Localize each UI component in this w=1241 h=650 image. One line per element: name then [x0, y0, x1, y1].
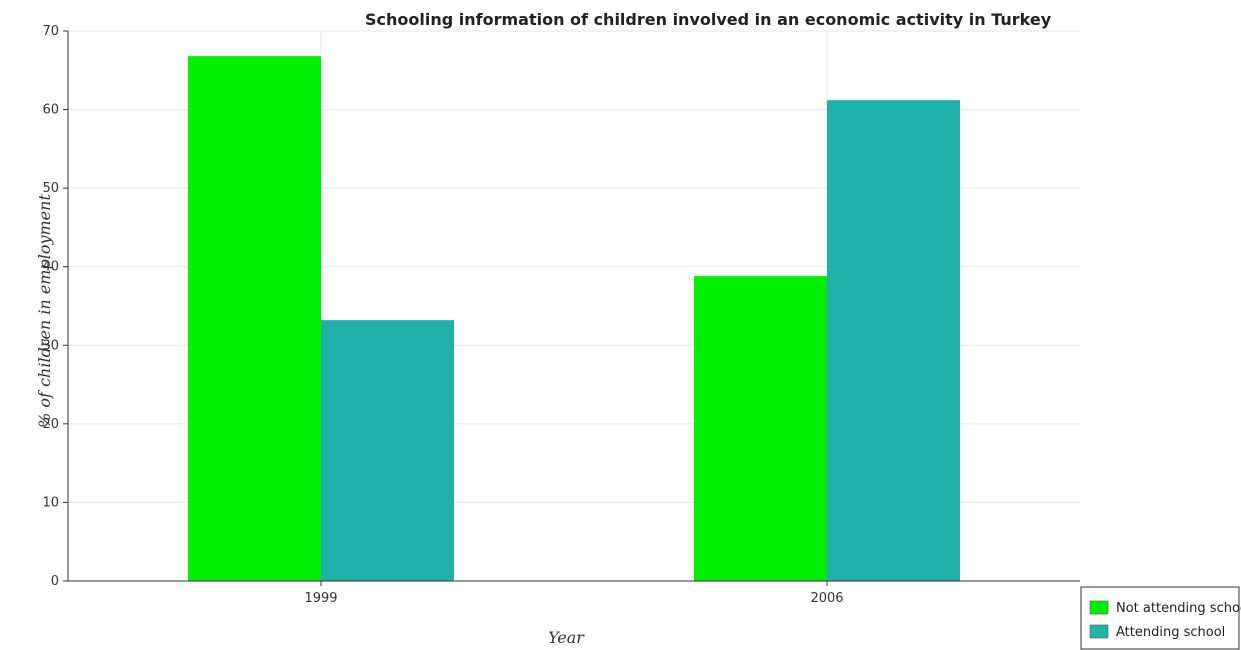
bars [188, 56, 960, 582]
legend-swatch [1089, 624, 1109, 639]
legend-label: Not attending school [1116, 601, 1241, 616]
axes [67, 31, 1080, 582]
x-tick-label: 2006 [810, 591, 843, 606]
y-tick-label: 60 [42, 103, 59, 118]
y-tick-label: 20 [42, 417, 59, 432]
y-tick-label: 10 [42, 495, 59, 510]
bar-not-attending-2006 [694, 276, 827, 581]
y-tick-label: 0 [51, 574, 59, 589]
bar-attending-2006 [827, 100, 960, 582]
y-tick-label: 70 [42, 24, 59, 39]
y-tick-label: 30 [42, 338, 59, 353]
legend-label: Attending school [1116, 625, 1225, 640]
y-tick-label: 50 [42, 181, 59, 196]
x-axis-ticks: 1999 2006 [304, 581, 844, 606]
legend: Not attending school Attending school [1080, 586, 1241, 650]
bar-not-attending-1999 [188, 56, 321, 581]
x-tick-label: 1999 [304, 591, 337, 606]
chart-title: Schooling information of children involv… [365, 10, 1052, 29]
legend-swatch [1089, 600, 1109, 615]
bar-attending-1999 [321, 320, 454, 581]
y-axis-ticks: 0 10 20 30 40 50 60 70 [42, 24, 68, 589]
y-tick-label: 40 [42, 260, 59, 275]
legend-box [1080, 586, 1240, 650]
x-axis-title: Year [548, 628, 585, 647]
y-axis-title: % of children in employment [35, 194, 54, 428]
